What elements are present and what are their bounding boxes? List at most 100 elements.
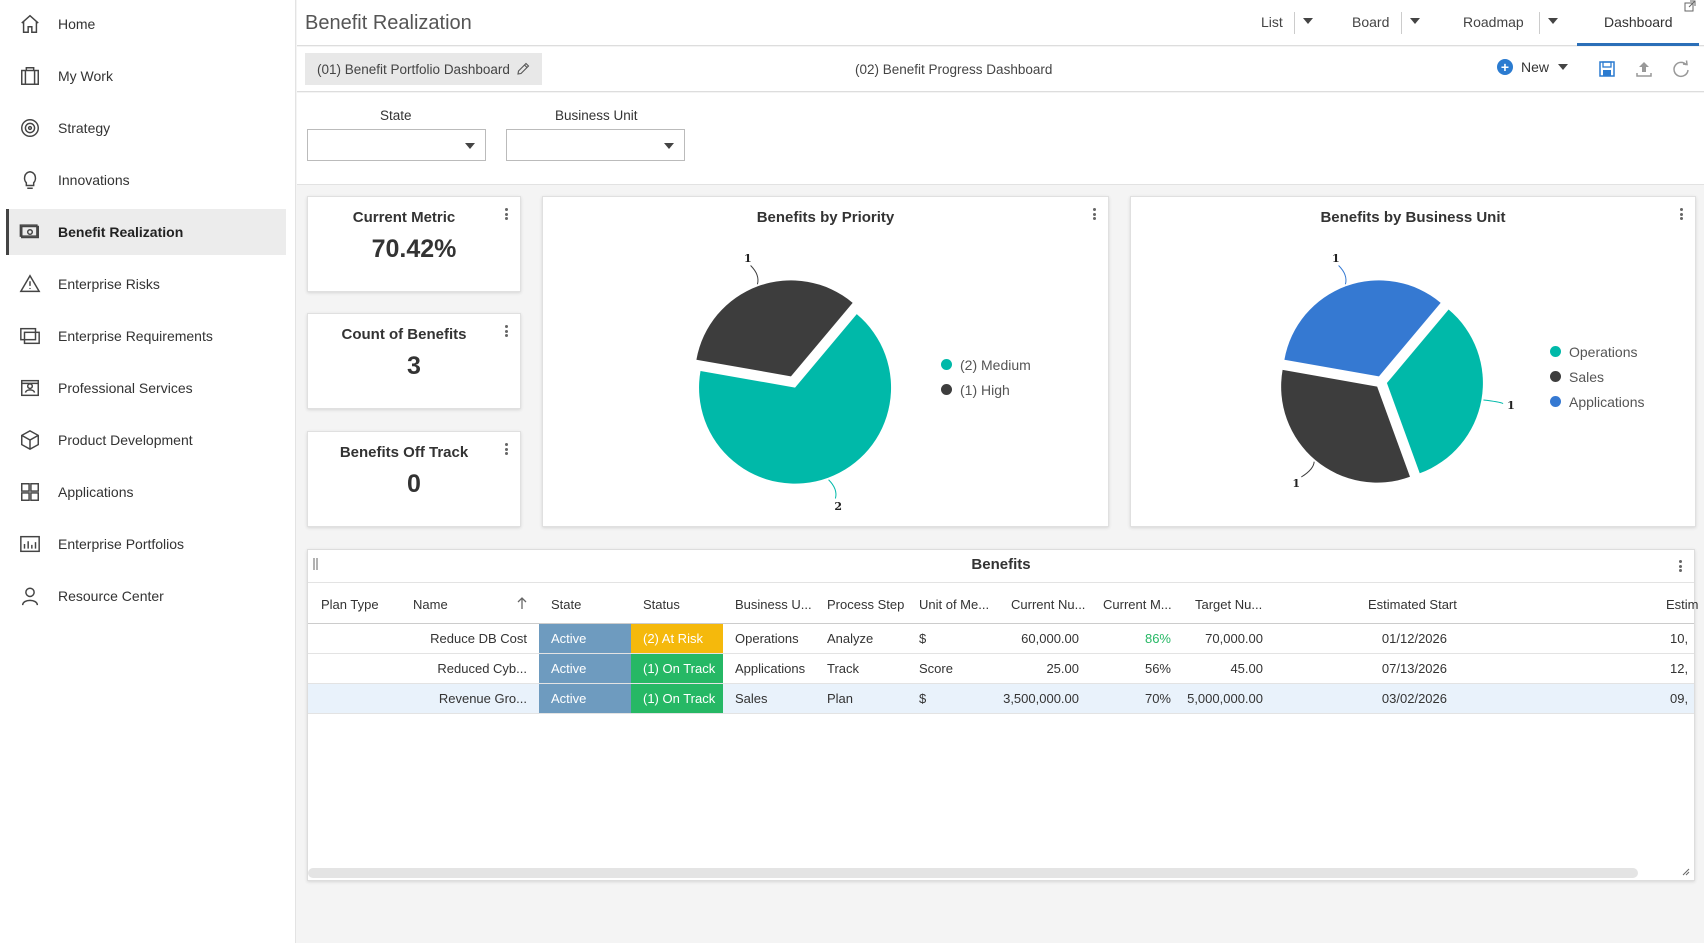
- pie-slice-applications[interactable]: [1284, 280, 1441, 377]
- cell-estimated-end: 09,: [1670, 691, 1689, 706]
- resize-grip-icon[interactable]: [1680, 866, 1690, 876]
- column-header-unit-of-measure[interactable]: Unit of Me...: [919, 597, 990, 612]
- sidebar-item-applications[interactable]: Applications: [6, 469, 286, 515]
- cell-plan-type: [321, 684, 401, 713]
- sidebar-item-label: Enterprise Risks: [58, 276, 160, 292]
- table-row[interactable]: Revenue Gro... Active (1) On Track Sales…: [308, 684, 1694, 714]
- column-header-target-number[interactable]: Target Nu...: [1195, 597, 1263, 612]
- sidebar: Home My Work Strategy Innovations Benefi…: [0, 0, 296, 943]
- pie-data-label: 1: [1507, 399, 1515, 412]
- sidebar-item-my-work[interactable]: My Work: [6, 53, 286, 99]
- cell-status: (1) On Track: [631, 654, 723, 683]
- cell-name[interactable]: Reduce DB Cost: [430, 631, 527, 646]
- more-options-icon[interactable]: [502, 323, 510, 339]
- column-header-status[interactable]: Status: [643, 597, 680, 612]
- column-header-estimated-start[interactable]: Estimated Start: [1368, 597, 1457, 612]
- cell-name[interactable]: Revenue Gro...: [438, 691, 527, 706]
- sort-ascending-icon[interactable]: [516, 596, 528, 610]
- state-filter-dropdown[interactable]: [307, 129, 486, 161]
- sidebar-item-benefit-realization[interactable]: Benefit Realization: [6, 209, 286, 255]
- filters-bar: State Business Unit: [297, 93, 1704, 185]
- tab-dashboard[interactable]: Dashboard: [1604, 14, 1673, 30]
- sidebar-item-home[interactable]: Home: [6, 1, 286, 47]
- cell-business-unit: Sales: [735, 691, 768, 706]
- sidebar-item-enterprise-risks[interactable]: Enterprise Risks: [6, 261, 286, 307]
- legend-label: Applications: [1569, 393, 1645, 410]
- home-icon: [18, 12, 42, 36]
- sidebar-item-label: Innovations: [58, 172, 130, 188]
- sidebar-item-label: Home: [58, 16, 96, 32]
- chevron-down-icon[interactable]: [1410, 18, 1420, 24]
- sidebar-item-enterprise-requirements[interactable]: Enterprise Requirements: [6, 313, 286, 359]
- tab-board[interactable]: Board: [1352, 14, 1390, 30]
- column-header-process-step[interactable]: Process Step: [827, 597, 905, 612]
- table-row[interactable]: Reduced Cyb... Active (1) On Track Appli…: [308, 654, 1694, 684]
- legend-item-high[interactable]: (1) High: [941, 377, 1031, 402]
- business-unit-legend: Operations Sales Applications: [1550, 339, 1645, 414]
- requirements-icon: [18, 324, 42, 348]
- chart-title: Benefits by Business Unit: [1320, 209, 1506, 226]
- upload-icon[interactable]: [1634, 59, 1654, 79]
- cell-name[interactable]: Reduced Cyb...: [437, 661, 527, 676]
- top-bar: Benefit Realization List Board Roadmap D…: [297, 0, 1704, 46]
- column-header-current-metric[interactable]: Current M...: [1103, 597, 1172, 612]
- refresh-icon[interactable]: [1671, 59, 1691, 79]
- legend-item-medium[interactable]: (2) Medium: [941, 352, 1031, 377]
- cell-estimated-end: 12,: [1670, 661, 1689, 676]
- card-title: Benefits Off Track: [339, 444, 469, 461]
- plus-icon: +: [1497, 59, 1513, 75]
- column-header-state[interactable]: State: [551, 597, 582, 612]
- tab-benefit-portfolio-dashboard[interactable]: (01) Benefit Portfolio Dashboard: [305, 53, 542, 85]
- tab-roadmap[interactable]: Roadmap: [1463, 14, 1524, 30]
- sidebar-item-professional-services[interactable]: Professional Services: [6, 365, 286, 411]
- current-metric-card: Current Metric 70.42%: [307, 196, 521, 292]
- chevron-down-icon: [1558, 64, 1569, 70]
- more-options-icon[interactable]: [502, 441, 510, 457]
- chevron-down-icon[interactable]: [1303, 18, 1313, 24]
- priority-legend: (2) Medium (1) High: [941, 352, 1031, 402]
- pencil-icon[interactable]: [516, 62, 530, 76]
- chevron-down-icon[interactable]: [1548, 18, 1558, 24]
- table-row[interactable]: Reduce DB Cost Active (2) At Risk Operat…: [308, 624, 1694, 654]
- resize-handle-icon[interactable]: [313, 557, 319, 571]
- count-of-benefits-card: Count of Benefits 3: [307, 313, 521, 409]
- sidebar-item-product-development[interactable]: Product Development: [6, 417, 286, 463]
- sidebar-item-strategy[interactable]: Strategy: [6, 105, 286, 151]
- more-options-icon[interactable]: [1676, 558, 1684, 574]
- column-header-estimated-end[interactable]: Estim: [1666, 597, 1699, 612]
- sidebar-item-innovations[interactable]: Innovations: [6, 157, 286, 203]
- more-options-icon[interactable]: [1677, 206, 1685, 222]
- page-title: Benefit Realization: [305, 12, 472, 34]
- person-icon: [18, 584, 42, 608]
- cell-unit: $: [919, 691, 927, 706]
- save-icon[interactable]: [1597, 59, 1617, 79]
- tab-benefit-progress-dashboard[interactable]: (02) Benefit Progress Dashboard: [855, 61, 1053, 77]
- legend-item-applications[interactable]: Applications: [1550, 389, 1645, 414]
- sidebar-item-enterprise-portfolios[interactable]: Enterprise Portfolios: [6, 521, 286, 567]
- sidebar-item-label: Benefit Realization: [58, 224, 184, 240]
- column-header-plan-type[interactable]: Plan Type: [321, 597, 379, 612]
- tab-list[interactable]: List: [1261, 14, 1283, 30]
- pie-slice-sales[interactable]: [1281, 369, 1410, 483]
- pie-slice-1-high[interactable]: [696, 280, 853, 377]
- business-unit-filter-dropdown[interactable]: [506, 129, 685, 161]
- more-options-icon[interactable]: [502, 206, 510, 222]
- cell-business-unit: Operations: [735, 631, 799, 646]
- horizontal-scrollbar[interactable]: [308, 868, 1638, 878]
- more-options-icon[interactable]: [1090, 206, 1098, 222]
- chart-icon: [18, 532, 42, 556]
- legend-item-sales[interactable]: Sales: [1550, 364, 1645, 389]
- data-label-leader-line: [828, 479, 837, 499]
- pie-slice-operations[interactable]: [1386, 309, 1483, 474]
- dashboard-tab-label: (01) Benefit Portfolio Dashboard: [317, 61, 510, 77]
- expand-icon[interactable]: [1684, 0, 1696, 12]
- column-header-name[interactable]: Name: [413, 597, 448, 612]
- column-header-business-unit[interactable]: Business U...: [735, 597, 812, 612]
- legend-item-operations[interactable]: Operations: [1550, 339, 1645, 364]
- pie-slice-2-medium[interactable]: [699, 314, 892, 484]
- cell-estimated-start: 03/02/2026: [1381, 691, 1447, 706]
- cell-estimated-end: 10,: [1670, 631, 1689, 646]
- column-header-current-number[interactable]: Current Nu...: [1011, 597, 1086, 612]
- new-dashboard-button[interactable]: + New: [1497, 59, 1569, 75]
- sidebar-item-resource-center[interactable]: Resource Center: [6, 573, 286, 619]
